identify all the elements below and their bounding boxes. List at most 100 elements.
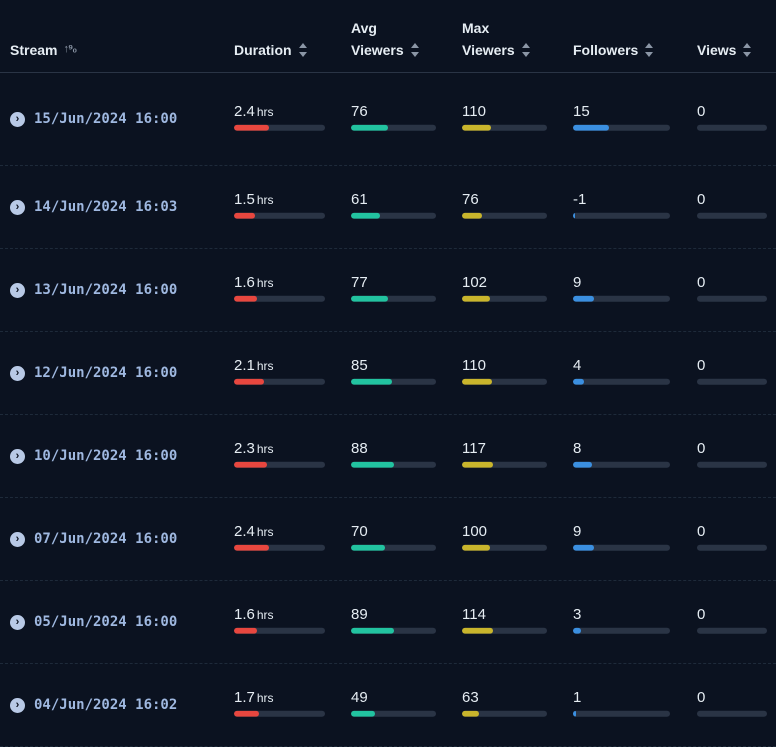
duration-unit: hrs (256, 690, 274, 705)
avg-viewers-cell: 88 (351, 440, 436, 468)
column-header-followers[interactable]: Followers (573, 39, 654, 61)
avg-viewers-bar (351, 212, 436, 219)
followers-value: 1 (573, 688, 582, 706)
avg-viewers-cell: 76 (351, 103, 436, 131)
views-value: 0 (697, 102, 706, 120)
followers-cell: 8 (573, 440, 670, 468)
avg-viewers-cell: 49 (351, 689, 436, 717)
views-cell: 0 (697, 103, 767, 131)
bar-fill (234, 212, 255, 219)
table-row[interactable]: › 07/Jun/2024 16:00 2.4 hrs 70 100 9 0 (0, 498, 776, 581)
max-viewers-cell: 114 (462, 606, 547, 634)
sort-icon[interactable] (521, 43, 531, 57)
duration-cell: 2.4 hrs (234, 523, 325, 551)
chevron-right-icon[interactable]: › (10, 199, 25, 215)
table-row[interactable]: › 13/Jun/2024 16:00 1.6 hrs 77 102 9 0 (0, 249, 776, 332)
avg-viewers-value: 77 (351, 273, 368, 291)
sort-icon[interactable] (298, 43, 308, 57)
avg-viewers-value: 70 (351, 522, 368, 540)
chevron-right-icon[interactable]: › (10, 111, 25, 127)
views-bar (697, 378, 767, 385)
followers-value: 9 (573, 522, 582, 540)
bar-fill (462, 295, 491, 302)
duration-bar (234, 627, 325, 634)
max-viewers-value: 110 (462, 102, 486, 120)
column-header-views[interactable]: Views (697, 39, 752, 61)
avg-viewers-value: 85 (351, 356, 368, 374)
bar-fill (351, 295, 389, 302)
stream-date[interactable]: 04/Jun/2024 16:02 (34, 697, 178, 713)
column-header-stream[interactable]: Stream ↑⁹₀ (10, 38, 77, 61)
stream-date[interactable]: 13/Jun/2024 16:00 (34, 282, 178, 298)
duration-bar (234, 124, 325, 131)
sort-icon[interactable] (742, 43, 752, 57)
max-viewers-cell: 76 (462, 191, 547, 219)
stream-date[interactable]: 14/Jun/2024 16:03 (34, 199, 178, 215)
stream-cell[interactable]: › 04/Jun/2024 16:02 (10, 697, 177, 713)
chevron-right-icon[interactable]: › (10, 448, 25, 464)
column-header-avg-viewers[interactable]: Avg Viewers (351, 17, 420, 61)
duration-cell: 1.6 hrs (234, 274, 325, 302)
sort-icon[interactable] (644, 43, 654, 57)
duration-cell: 2.3 hrs (234, 440, 325, 468)
duration-unit: hrs (256, 192, 274, 207)
views-cell: 0 (697, 274, 767, 302)
sort-numeric-icon[interactable]: ↑⁹₀ (63, 43, 77, 55)
avg-viewers-cell: 85 (351, 357, 436, 385)
views-bar (697, 124, 767, 131)
views-value: 0 (697, 522, 706, 540)
avg-viewers-value: 61 (351, 190, 368, 208)
followers-bar (573, 461, 670, 468)
followers-cell: 15 (573, 103, 670, 131)
avg-viewers-cell: 70 (351, 523, 436, 551)
duration-value: 2.4 (234, 102, 255, 120)
stream-cell[interactable]: › 07/Jun/2024 16:00 (10, 531, 177, 547)
followers-value: 3 (573, 605, 582, 623)
stream-cell[interactable]: › 13/Jun/2024 16:00 (10, 282, 177, 298)
sort-icon[interactable] (410, 43, 420, 57)
bar-fill (234, 710, 259, 717)
views-cell: 0 (697, 606, 767, 634)
chevron-right-icon[interactable]: › (10, 697, 25, 713)
max-viewers-cell: 117 (462, 440, 547, 468)
chevron-right-icon[interactable]: › (10, 531, 25, 547)
bar-fill (351, 124, 388, 131)
table-row[interactable]: › 04/Jun/2024 16:02 1.7 hrs 49 63 1 0 (0, 664, 776, 747)
table-row[interactable]: › 12/Jun/2024 16:00 2.1 hrs 85 110 4 0 (0, 332, 776, 415)
stream-date[interactable]: 12/Jun/2024 16:00 (34, 365, 178, 381)
stream-cell[interactable]: › 12/Jun/2024 16:00 (10, 365, 177, 381)
column-header-duration[interactable]: Duration (234, 39, 308, 61)
table-row[interactable]: › 14/Jun/2024 16:03 1.5 hrs 61 76 -1 0 (0, 166, 776, 249)
max-viewers-bar (462, 124, 547, 131)
avg-viewers-cell: 61 (351, 191, 436, 219)
duration-value: 1.6 (234, 605, 255, 623)
duration-value: 2.1 (234, 356, 255, 374)
column-header-max-viewers[interactable]: Max Viewers (462, 17, 531, 61)
views-cell: 0 (697, 689, 767, 717)
chevron-right-icon[interactable]: › (10, 365, 25, 381)
avg-viewers-bar (351, 544, 436, 551)
stream-date[interactable]: 15/Jun/2024 16:00 (34, 111, 178, 127)
views-bar (697, 544, 767, 551)
stream-cell[interactable]: › 15/Jun/2024 16:00 (10, 111, 177, 127)
bar-fill (351, 544, 385, 551)
bar-fill (234, 544, 269, 551)
duration-value: 2.4 (234, 522, 255, 540)
table-row[interactable]: › 10/Jun/2024 16:00 2.3 hrs 88 117 8 0 (0, 415, 776, 498)
table-row[interactable]: › 15/Jun/2024 16:00 2.4 hrs 76 110 15 0 (0, 73, 776, 166)
table-body: › 15/Jun/2024 16:00 2.4 hrs 76 110 15 0 ›… (0, 73, 776, 747)
chevron-right-icon[interactable]: › (10, 614, 25, 630)
stream-date[interactable]: 05/Jun/2024 16:00 (34, 614, 178, 630)
table-row[interactable]: › 05/Jun/2024 16:00 1.6 hrs 89 114 3 0 (0, 581, 776, 664)
duration-unit: hrs (256, 524, 274, 539)
stream-date[interactable]: 07/Jun/2024 16:00 (34, 531, 178, 547)
stream-cell[interactable]: › 14/Jun/2024 16:03 (10, 199, 177, 215)
avg-viewers-bar (351, 461, 436, 468)
stream-date[interactable]: 10/Jun/2024 16:00 (34, 448, 178, 464)
max-viewers-bar (462, 461, 547, 468)
duration-value: 1.6 (234, 273, 255, 291)
max-viewers-value: 117 (462, 439, 486, 457)
chevron-right-icon[interactable]: › (10, 282, 25, 298)
stream-cell[interactable]: › 05/Jun/2024 16:00 (10, 614, 177, 630)
stream-cell[interactable]: › 10/Jun/2024 16:00 (10, 448, 177, 464)
